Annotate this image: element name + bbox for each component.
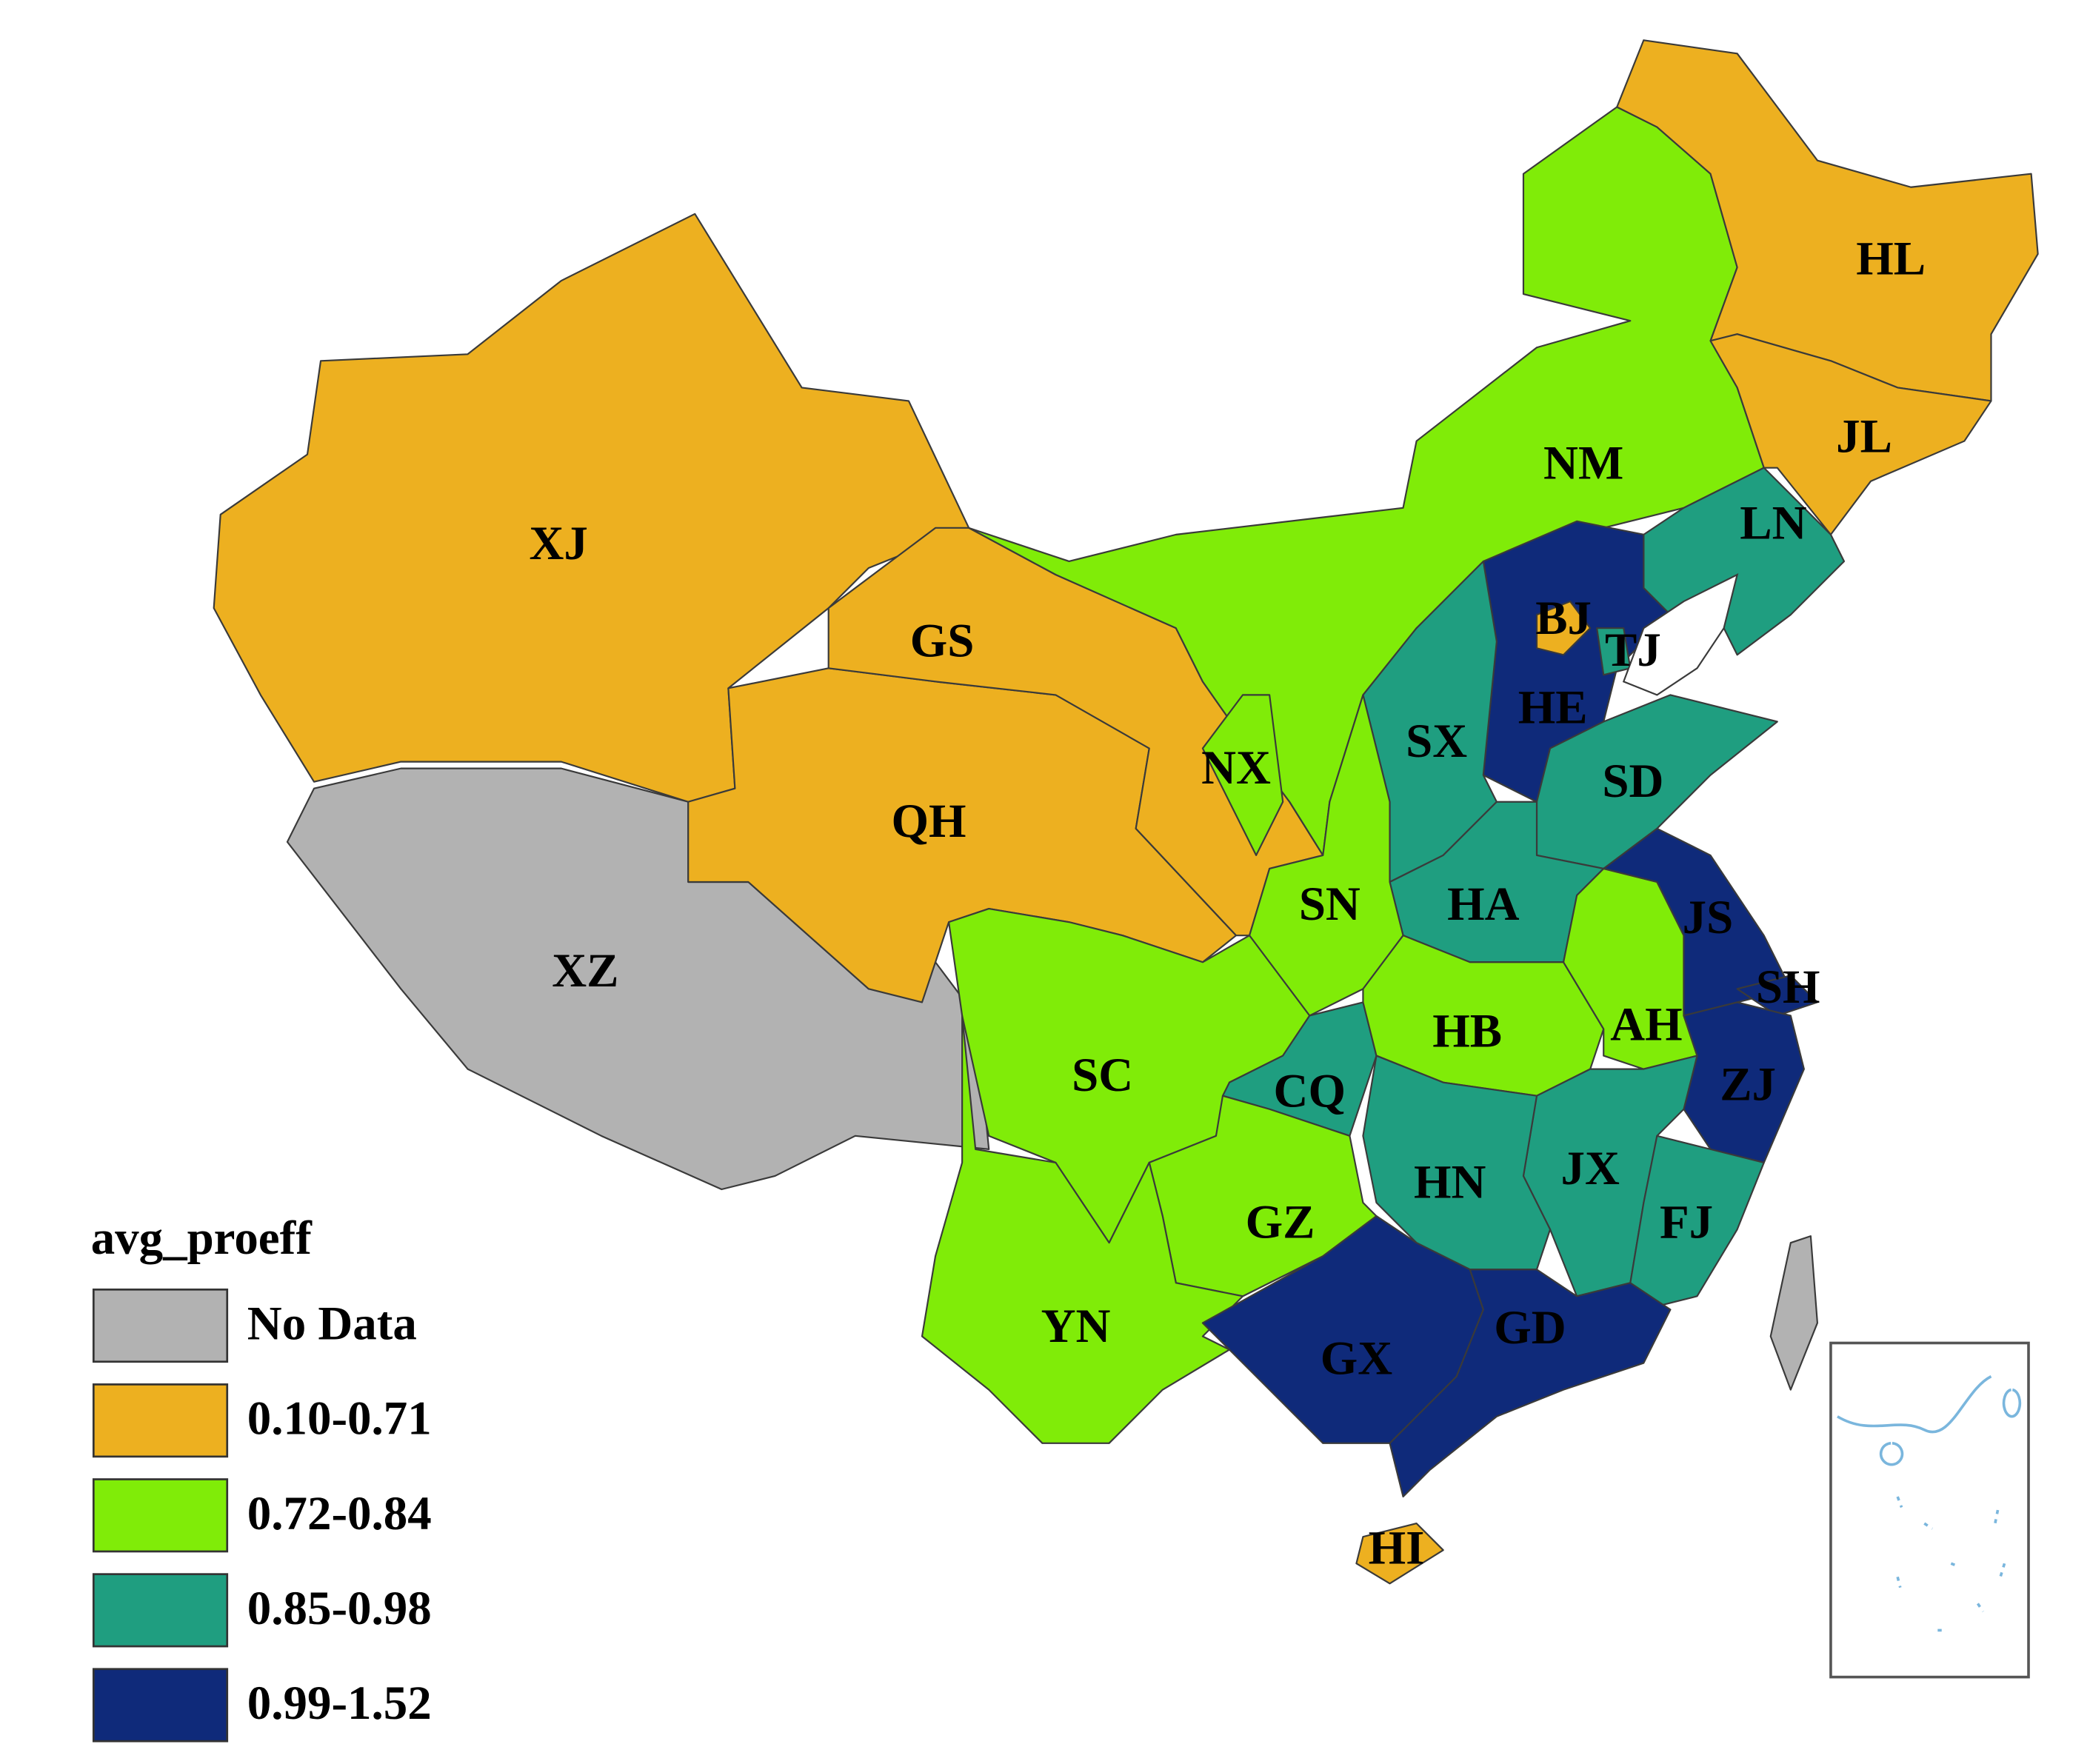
- province: [1629, 1135, 1765, 1311]
- legend-title: avg_proeff: [91, 1212, 313, 1265]
- province-label: QH: [892, 795, 966, 848]
- province-label: NX: [1201, 741, 1271, 795]
- province-label: HI: [1369, 1522, 1425, 1575]
- province-label: SX: [1406, 715, 1467, 768]
- province: [1683, 1001, 1805, 1163]
- province-layer: [213, 39, 2039, 1585]
- province: [213, 213, 970, 803]
- province-label: JX: [1560, 1142, 1619, 1195]
- province-label: YN: [1041, 1300, 1111, 1353]
- legend: avg_proeff No Data 0.10-0.71 0.72-0.84 0.85…: [91, 1212, 432, 1743]
- province-label: JL: [1836, 410, 1892, 463]
- inset: [1829, 1341, 2030, 1679]
- island: [1769, 1235, 1818, 1391]
- province-label: CQ: [1274, 1065, 1346, 1118]
- province-label: GS: [910, 615, 975, 668]
- province: [1355, 1523, 1444, 1585]
- province: [921, 1015, 1244, 1444]
- province-label: BJ: [1535, 592, 1592, 645]
- legend-label: 0.72-0.84: [247, 1487, 432, 1540]
- province-label: GD: [1494, 1301, 1566, 1354]
- inset-coast: [1837, 1374, 2022, 1466]
- province-label: GZ: [1246, 1195, 1315, 1249]
- legend-swatch: [92, 1573, 229, 1648]
- province-label: ZJ: [1720, 1058, 1776, 1112]
- province-label: NM: [1543, 437, 1623, 490]
- province: [1201, 694, 1284, 856]
- province-label: HA: [1447, 878, 1520, 931]
- province-label: SC: [1072, 1049, 1133, 1102]
- province-label: XZ: [552, 944, 618, 998]
- province: [1389, 1269, 1672, 1498]
- province-label: HE: [1518, 681, 1588, 735]
- province-label: HB: [1432, 1004, 1502, 1058]
- province-labels: XJ XZ QH GS HL JL BJ HI NM NX SN SC GZ Y…: [530, 232, 1926, 1574]
- province-label: GX: [1321, 1332, 1393, 1385]
- province: [1535, 601, 1592, 656]
- province-label: SH: [1756, 960, 1820, 1014]
- province: [1736, 975, 1818, 1017]
- legend-label: No Data: [247, 1297, 417, 1351]
- province-label: SD: [1602, 755, 1663, 808]
- legend-label: 0.85-0.98: [247, 1582, 432, 1635]
- inset-frame: [1829, 1341, 2030, 1679]
- legend-label: 0.99-1.52: [247, 1677, 432, 1730]
- province-label: HN: [1414, 1155, 1486, 1209]
- legend-swatch: [92, 1668, 229, 1743]
- legend-swatch: [92, 1288, 229, 1363]
- province-label: XJ: [530, 517, 588, 570]
- province-label: FJ: [1660, 1195, 1713, 1249]
- legend-label: 0.10-0.71: [247, 1392, 432, 1446]
- province: [1709, 333, 1992, 535]
- province-label: LN: [1740, 497, 1806, 550]
- legend-swatch: [92, 1383, 229, 1458]
- inset-islands: [1896, 1496, 2006, 1632]
- province-label: TJ: [1605, 624, 1661, 677]
- province-label: HL: [1856, 232, 1926, 285]
- legend-swatch: [92, 1478, 229, 1553]
- province-label: JS: [1683, 891, 1734, 944]
- bohai-sea: [1622, 572, 1739, 696]
- province-label: AH: [1610, 998, 1682, 1051]
- province-label: SN: [1299, 878, 1360, 931]
